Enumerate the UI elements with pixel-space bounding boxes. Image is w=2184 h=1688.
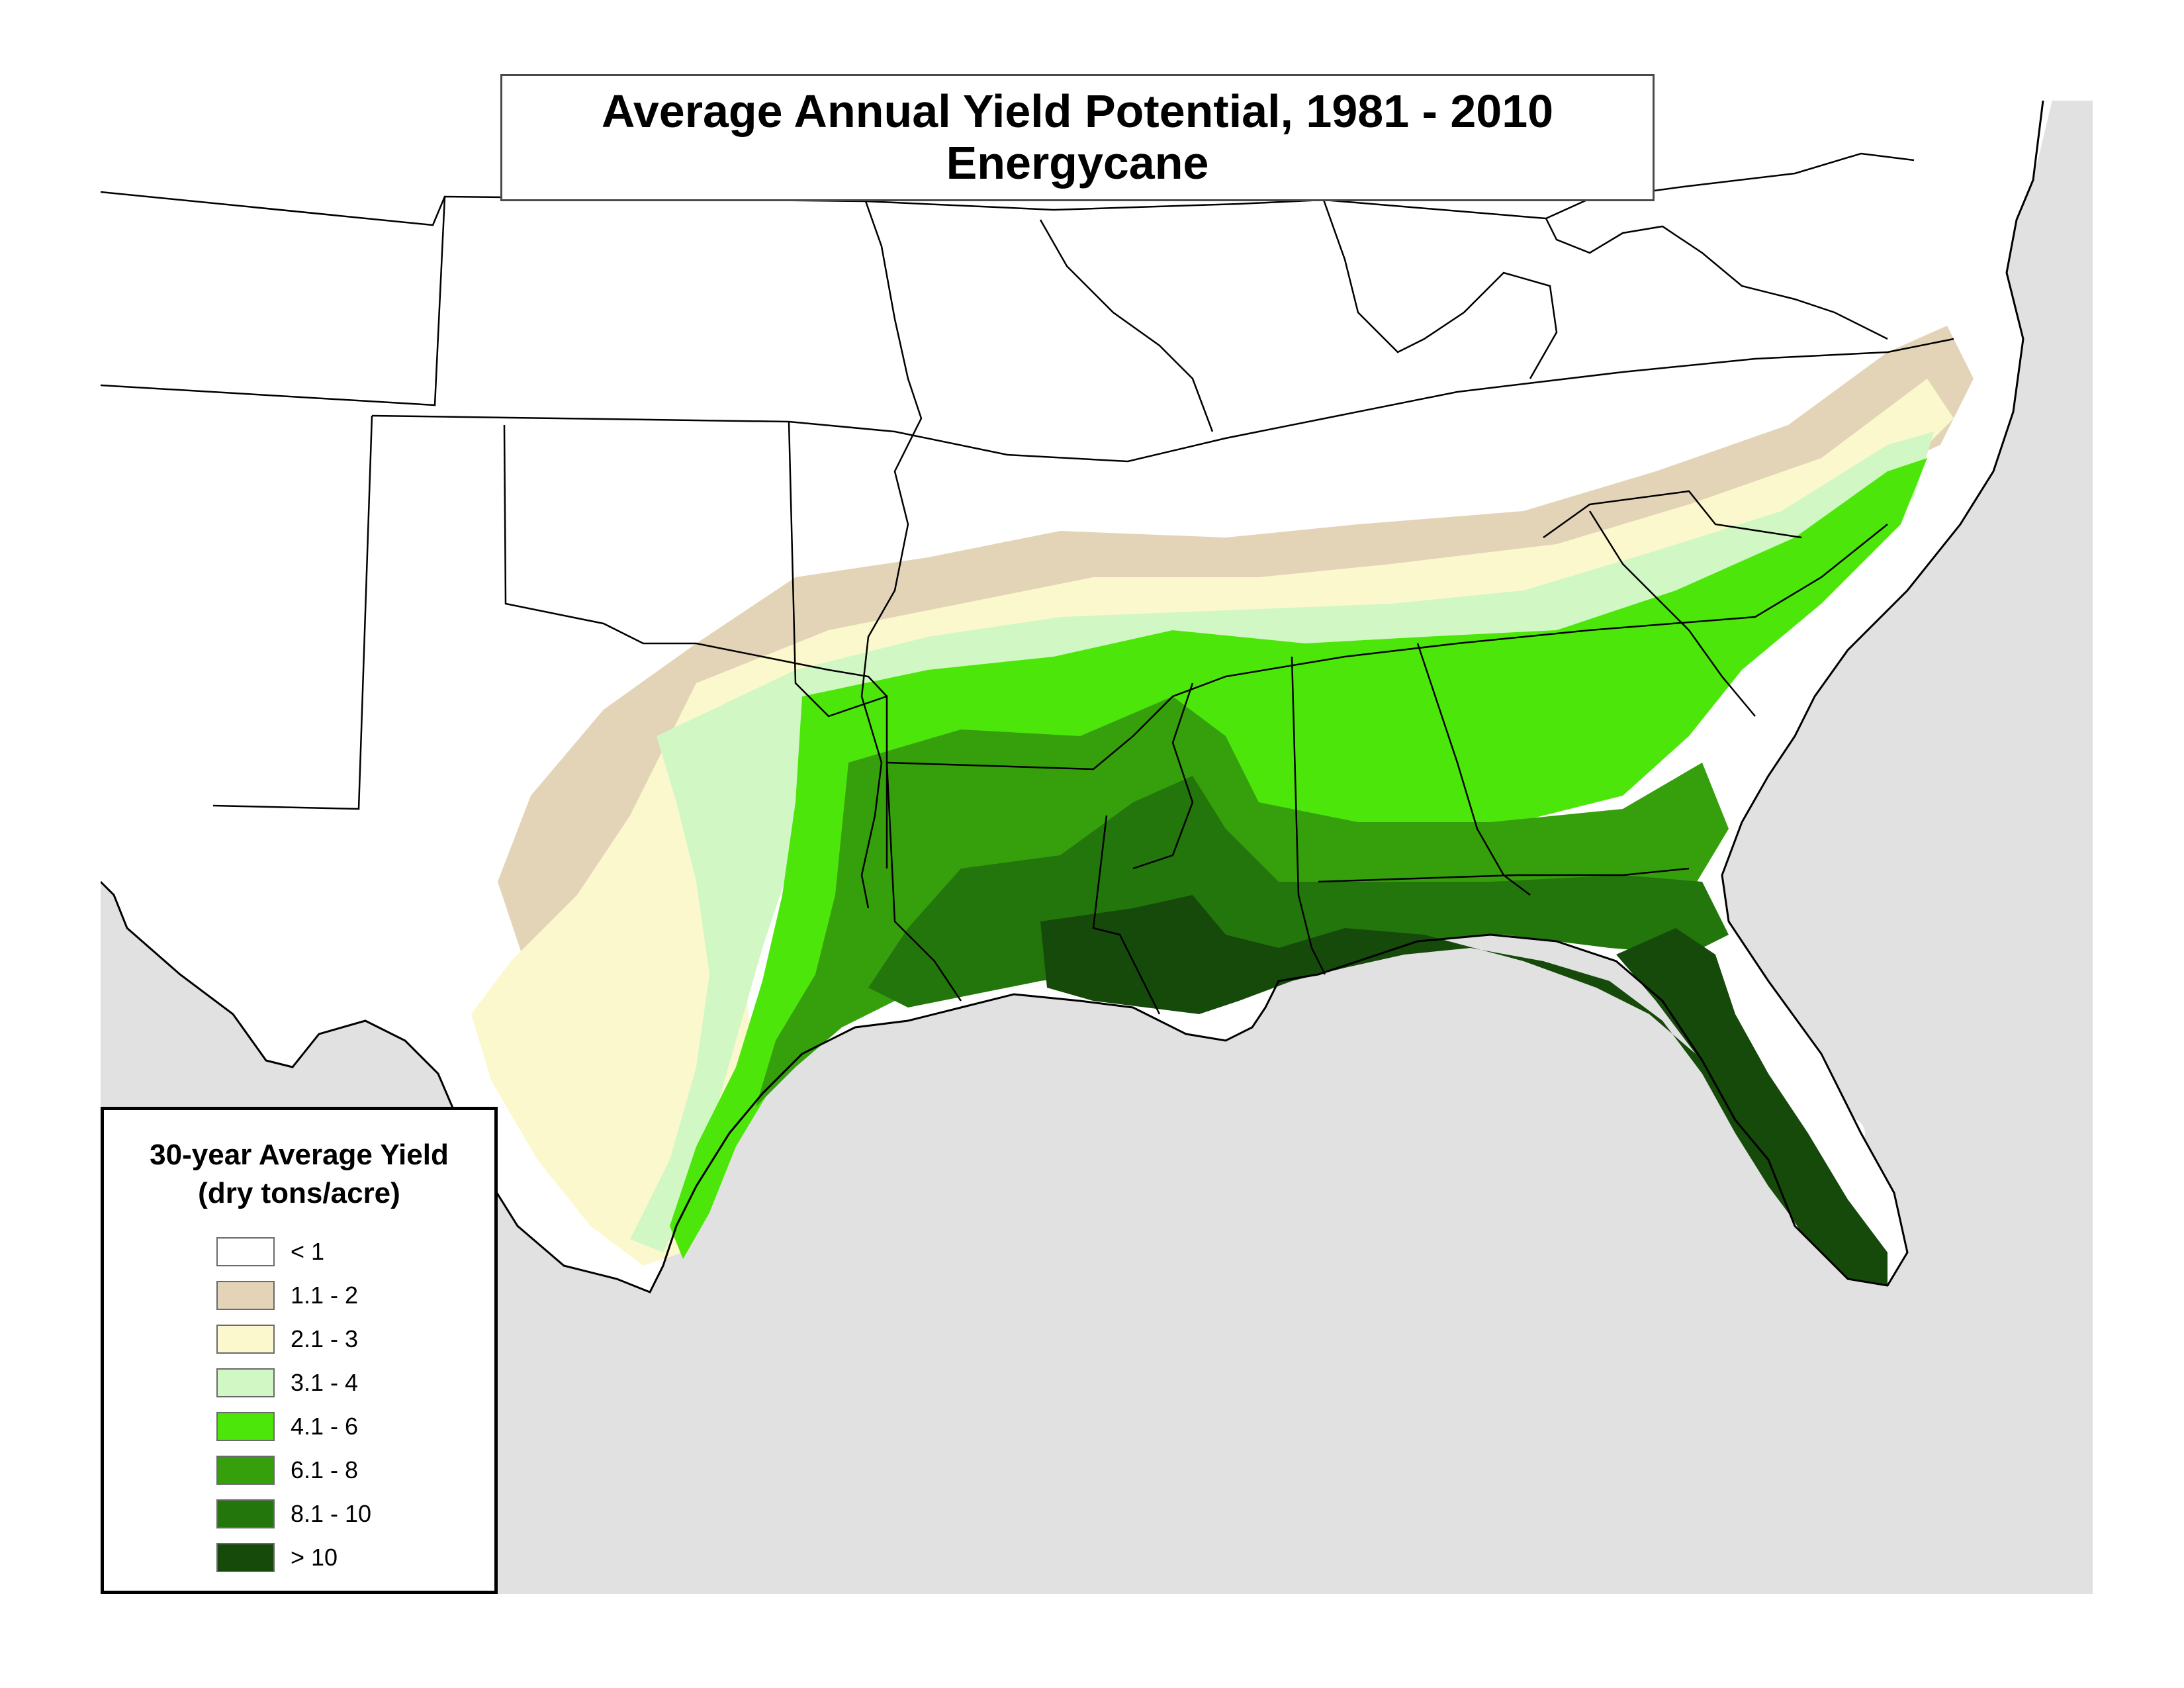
zone-gt-10-florida — [1616, 928, 1888, 1286]
legend-units: (dry tons/acre) — [198, 1177, 400, 1209]
state-boundaries — [101, 152, 1954, 1015]
energycane-yield-map[interactable] — [101, 101, 2093, 1594]
legend-swatch — [216, 1543, 275, 1572]
zone-1-2 — [498, 326, 1974, 961]
legend-label: 2.1 - 3 — [291, 1325, 359, 1352]
zone-gt-10 — [1040, 895, 1848, 1279]
legend-label: 3.1 - 4 — [291, 1369, 359, 1396]
map-title: Average Annual Yield Potential, 1981 - 2… — [601, 85, 1554, 137]
zone-4-6 — [670, 458, 1927, 1259]
legend-swatch — [216, 1325, 275, 1354]
legend-label: 6.1 - 8 — [291, 1456, 359, 1483]
legend: 30-year Average Yield (dry tons/acre) < … — [101, 1107, 498, 1594]
legend-label: 4.1 - 6 — [291, 1413, 359, 1440]
legend-swatch — [216, 1499, 275, 1528]
legend-title: 30-year Average Yield — [150, 1139, 449, 1171]
legend-label: 8.1 - 10 — [291, 1500, 372, 1527]
legend-label: < 1 — [291, 1238, 325, 1265]
zone-3-4 — [630, 432, 1934, 1252]
map-subtitle: Energycane — [946, 137, 1209, 189]
legend-swatch — [216, 1412, 275, 1441]
legend-swatch — [216, 1281, 275, 1310]
legend-swatch — [216, 1368, 275, 1397]
legend-swatch — [216, 1237, 275, 1266]
legend-label: > 10 — [291, 1544, 338, 1571]
map-title-box: Average Annual Yield Potential, 1981 - 2… — [500, 74, 1655, 201]
legend-label: 1.1 - 2 — [291, 1282, 359, 1309]
lake-okeechobee — [1828, 1117, 1865, 1149]
legend-swatch — [216, 1456, 275, 1485]
